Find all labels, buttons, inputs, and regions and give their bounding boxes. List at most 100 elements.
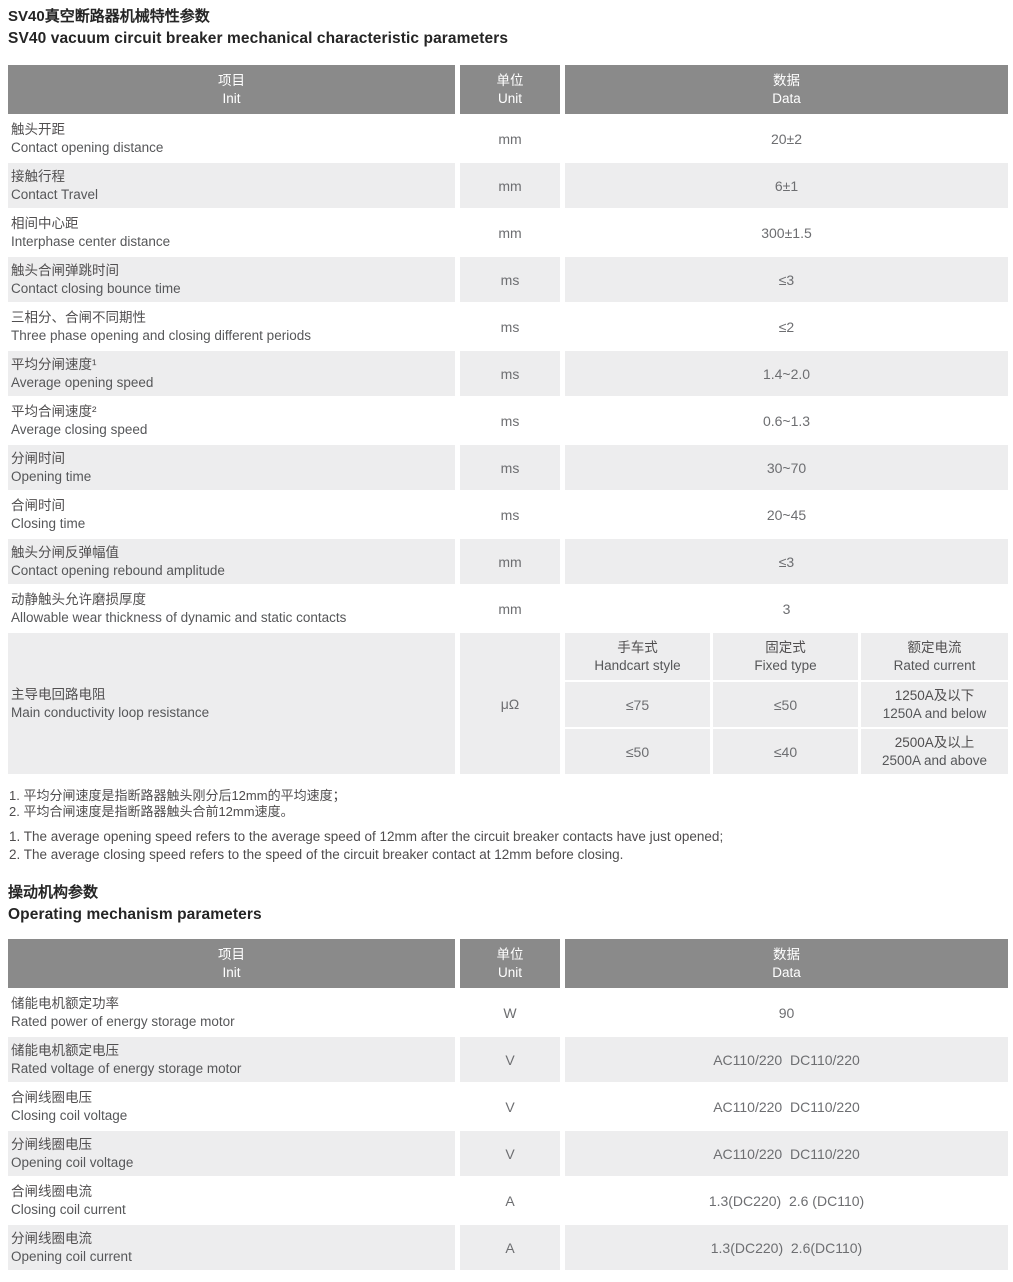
row-value: 1.3(DC220) 2.6(DC110) — [565, 1225, 1008, 1271]
row-value: 6±1 — [565, 163, 1008, 209]
row-value: 20~45 — [565, 492, 1008, 538]
row-unit: mm — [460, 163, 560, 209]
col-header-item: 项目 Init — [8, 939, 455, 989]
row-label-zh: 平均合闸速度² — [11, 403, 97, 419]
row-label: 合闸时间 Closing time — [8, 492, 455, 538]
row-unit: A — [460, 1225, 560, 1271]
row-label-en: Main conductivity loop resistance — [11, 704, 210, 720]
row-unit: ms — [460, 492, 560, 538]
sub-value-rated: 1250A及以下 1250A and below — [861, 682, 1008, 728]
footnote-zh-1: 1. 平均分闸速度是指断路器触头刚分后12mm的平均速度； — [9, 788, 346, 804]
row-value: 90 — [565, 990, 1008, 1036]
row-label-en: Closing time — [11, 515, 86, 531]
col-header-item-en: Init — [222, 90, 241, 106]
row-label-en: Contact closing bounce time — [11, 280, 181, 296]
row-label-zh: 主导电回路电阻 — [11, 686, 106, 702]
row-value: ≤2 — [565, 304, 1008, 350]
col-header-unit-en: Unit — [497, 964, 522, 980]
row-label-en: Contact opening distance — [11, 139, 164, 155]
operating-mechanism-table: 项目 Init 单位 Unit 数据 Data 储能电机额定功率 Rated p… — [8, 939, 1008, 1271]
footnotes: 1. 平均分闸速度是指断路器触头刚分后12mm的平均速度； 2. 平均合闸速度是… — [9, 788, 1008, 864]
resistance-row-label: 主导电回路电阻 Main conductivity loop resistanc… — [8, 633, 455, 775]
row-label-en: Average closing speed — [11, 421, 148, 437]
row-label-zh: 三相分、合闸不同期性 — [11, 309, 146, 325]
row-label: 三相分、合闸不同期性 Three phase opening and closi… — [8, 304, 455, 350]
row-unit: ms — [460, 257, 560, 303]
row-label-en: Allowable wear thickness of dynamic and … — [11, 609, 347, 625]
row-unit: A — [460, 1178, 560, 1224]
col-header-data: 数据 Data — [565, 65, 1008, 115]
row-label-zh: 合闸线圈电压 — [11, 1090, 92, 1106]
row-label-en: Contact opening rebound amplitude — [11, 562, 225, 578]
row-unit: V — [460, 1037, 560, 1083]
row-value: 1.4~2.0 — [565, 351, 1008, 397]
row-label-zh: 合闸线圈电流 — [11, 1184, 92, 1200]
row-label: 接触行程 Contact Travel — [8, 163, 455, 209]
row-label: 触头合闸弹跳时间 Contact closing bounce time — [8, 257, 455, 303]
row-label: 储能电机额定电压 Rated voltage of energy storage… — [8, 1037, 455, 1083]
sub-header-handcart: 手车式 Handcart style — [565, 633, 710, 681]
sub-value-rated: 2500A及以上 2500A and above — [861, 729, 1008, 775]
row-label-en: Rated voltage of energy storage motor — [11, 1060, 242, 1076]
resistance-row-unit: μΩ — [460, 633, 560, 775]
row-unit: mm — [460, 210, 560, 256]
row-unit: ms — [460, 351, 560, 397]
footnote-en-2: 2. The average closing speed refers to t… — [9, 847, 624, 863]
section1-title-zh: SV40真空断路器机械特性参数 — [8, 8, 210, 25]
section2-title-en: Operating mechanism parameters — [8, 905, 262, 923]
col-header-item-zh: 项目 — [218, 73, 245, 89]
row-value: 0.6~1.3 — [565, 398, 1008, 444]
row-value: AC110/220 DC110/220 — [565, 1084, 1008, 1130]
row-unit: ms — [460, 398, 560, 444]
row-label-zh: 分闸线圈电压 — [11, 1137, 92, 1153]
row-label: 分闸线圈电压 Opening coil voltage — [8, 1131, 455, 1177]
row-label-en: Opening time — [11, 468, 92, 484]
row-unit: ms — [460, 445, 560, 491]
row-label-zh: 分闸线圈电流 — [11, 1231, 92, 1247]
row-label-zh: 储能电机额定功率 — [11, 996, 119, 1012]
row-label-zh: 储能电机额定电压 — [11, 1043, 119, 1059]
row-label: 分闸时间 Opening time — [8, 445, 455, 491]
col-header-item-en: Init — [222, 964, 241, 980]
row-label-en: Closing coil voltage — [11, 1107, 128, 1123]
row-label-zh: 触头合闸弹跳时间 — [11, 262, 119, 278]
row-unit: mm — [460, 539, 560, 585]
col-header-data-en: Data — [772, 90, 801, 106]
row-label: 分闸线圈电流 Opening coil current — [8, 1225, 455, 1271]
row-value: AC110/220 DC110/220 — [565, 1131, 1008, 1177]
row-label: 触头开距 Contact opening distance — [8, 116, 455, 162]
col-header-data-zh: 数据 — [773, 73, 800, 89]
row-label-en: Opening coil voltage — [11, 1154, 134, 1170]
mechanical-characteristics-table: 项目 Init 单位 Unit 数据 Data 触头开距 Contact ope… — [8, 65, 1008, 775]
row-unit: mm — [460, 586, 560, 632]
row-value: 1.3(DC220) 2.6 (DC110) — [565, 1178, 1008, 1224]
col-header-unit-zh: 单位 — [496, 947, 524, 963]
row-label: 触头分闸反弹幅值 Contact opening rebound amplitu… — [8, 539, 455, 585]
row-unit: ms — [460, 304, 560, 350]
col-header-item: 项目 Init — [8, 65, 455, 115]
section2-title: 操动机构参数 Operating mechanism parameters — [8, 882, 1008, 926]
row-label-zh: 平均分闸速度¹ — [11, 356, 97, 372]
section1-title: SV40真空断路器机械特性参数 SV40 vacuum circuit brea… — [8, 6, 1008, 50]
row-unit: V — [460, 1084, 560, 1130]
row-label: 储能电机额定功率 Rated power of energy storage m… — [8, 990, 455, 1036]
row-value: ≤3 — [565, 257, 1008, 303]
row-label: 平均合闸速度² Average closing speed — [8, 398, 455, 444]
row-label-en: Opening coil current — [11, 1248, 132, 1264]
col-header-item-zh: 项目 — [218, 947, 245, 963]
col-header-data-en: Data — [772, 964, 801, 980]
col-header-data-zh: 数据 — [773, 947, 800, 963]
row-label-zh: 接触行程 — [11, 168, 65, 184]
row-label: 相间中心距 Interphase center distance — [8, 210, 455, 256]
row-label-zh: 触头开距 — [11, 121, 65, 137]
row-label-en: Closing coil current — [11, 1201, 126, 1217]
row-value: 30~70 — [565, 445, 1008, 491]
row-label-zh: 动静触头允许磨损厚度 — [11, 591, 146, 607]
row-value: ≤3 — [565, 539, 1008, 585]
row-label-zh: 分闸时间 — [11, 450, 65, 466]
row-label-zh: 触头分闸反弹幅值 — [11, 544, 119, 560]
row-label: 平均分闸速度¹ Average opening speed — [8, 351, 455, 397]
col-header-unit-zh: 单位 — [496, 73, 524, 89]
sub-value-fixed: ≤40 — [713, 729, 858, 775]
